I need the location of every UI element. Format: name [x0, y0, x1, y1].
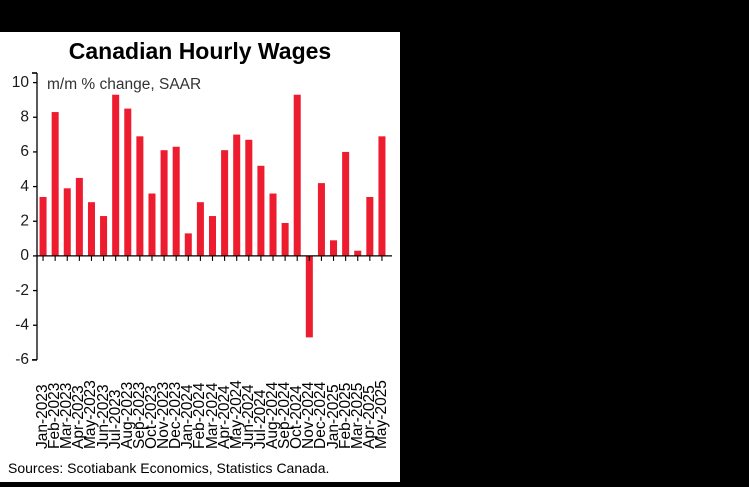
svg-text:8: 8 — [20, 108, 29, 125]
svg-text:10: 10 — [12, 74, 30, 91]
svg-text:m/m % change, SAAR: m/m % change, SAAR — [47, 76, 201, 93]
svg-text:4: 4 — [20, 178, 29, 195]
svg-text:-4: -4 — [15, 316, 29, 333]
svg-text:2: 2 — [20, 212, 29, 229]
svg-text:-6: -6 — [15, 351, 29, 368]
svg-text:0: 0 — [20, 247, 29, 264]
svg-text:-2: -2 — [15, 282, 29, 299]
svg-text:6: 6 — [20, 143, 29, 160]
